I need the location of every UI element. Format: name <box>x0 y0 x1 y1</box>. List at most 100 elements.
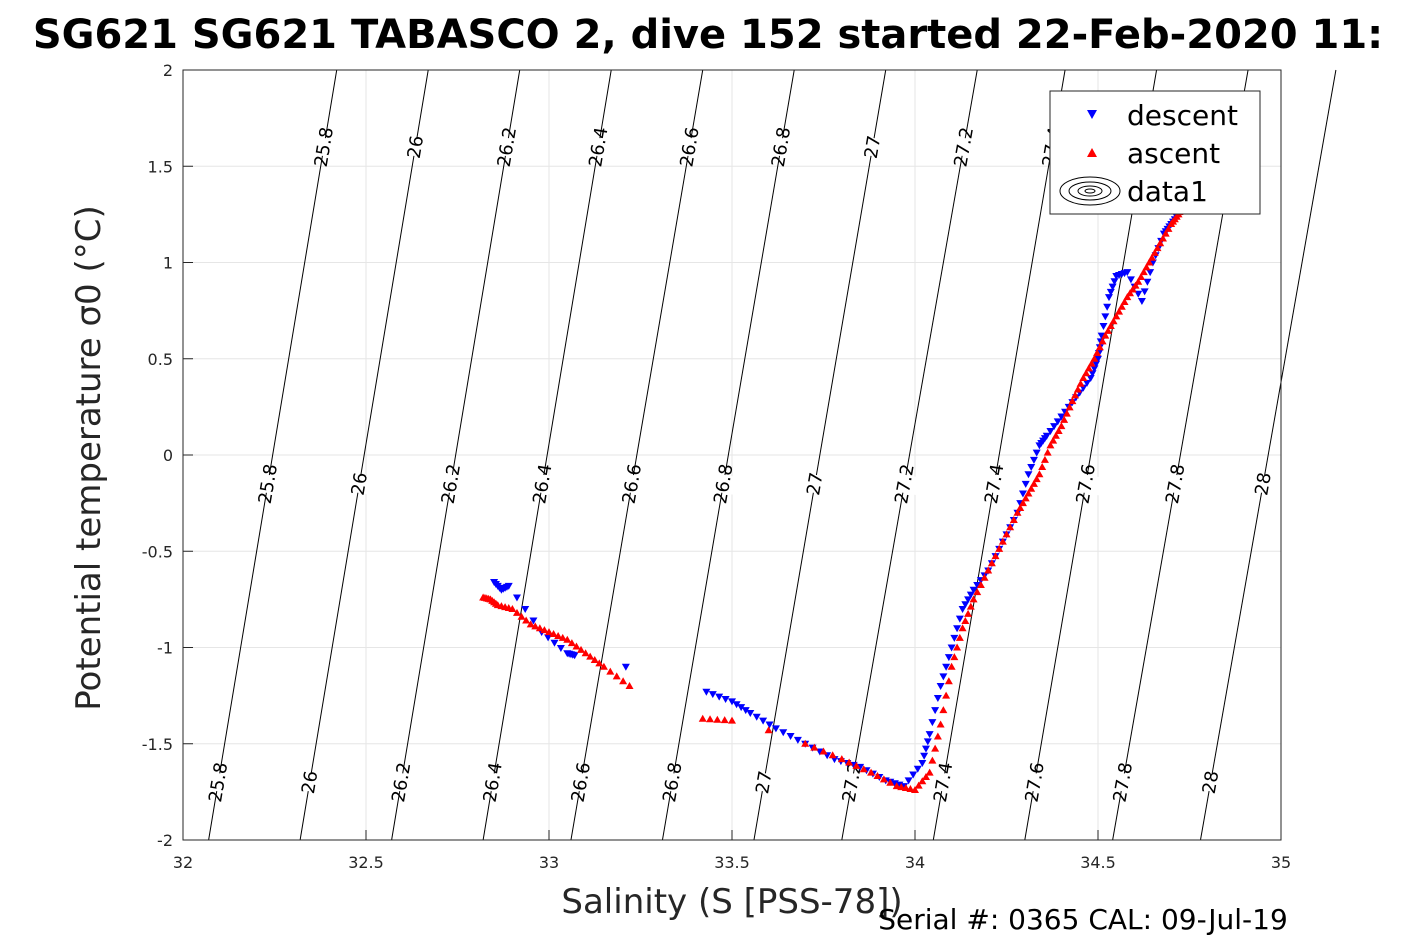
ascent-point <box>1090 354 1099 362</box>
ascent-point <box>1095 343 1104 351</box>
ascent-point <box>955 633 964 641</box>
ascent-point <box>1062 409 1071 417</box>
ascent-point <box>980 573 989 581</box>
descent-point <box>1024 471 1033 479</box>
ascent-point <box>526 620 535 628</box>
contour-label: 26.8 <box>768 126 795 169</box>
ascent-point <box>1029 479 1038 487</box>
contour-label: 27.2 <box>950 126 978 169</box>
ascent-point <box>1040 455 1049 463</box>
descent-point <box>958 606 967 613</box>
ascent-point <box>837 755 846 763</box>
descent-point <box>1108 283 1117 291</box>
ascent-point <box>991 552 1000 560</box>
descent-point <box>721 695 730 703</box>
descent-point <box>1029 456 1038 464</box>
ascent-point <box>1027 484 1036 492</box>
contour-label: 27 <box>861 134 886 160</box>
ascent-point <box>961 617 970 625</box>
descent-point <box>746 709 755 717</box>
descent-point <box>1094 355 1102 363</box>
descent-point <box>732 701 741 709</box>
contour-label: 26.2 <box>494 126 521 169</box>
ascent-point <box>1153 244 1162 252</box>
ascent-point <box>567 639 576 647</box>
ascent-point <box>558 633 567 641</box>
y-tick-label: -1 <box>157 639 173 658</box>
descent-point <box>942 663 951 671</box>
ascent-point <box>1084 364 1093 372</box>
contour-label-bg <box>791 471 839 497</box>
contour-label-bg <box>700 471 747 497</box>
ascent-point <box>1164 224 1173 232</box>
y-tick-label: -2 <box>157 831 173 850</box>
descent-point <box>920 752 929 760</box>
series-markers <box>479 200 1187 793</box>
contour-label-bg <box>740 769 788 795</box>
contour-label-bg <box>557 769 605 795</box>
ascent-point <box>1073 385 1082 393</box>
density-contour-line <box>753 69 887 841</box>
x-tick-label: 34 <box>905 853 925 872</box>
descent-point <box>752 713 761 721</box>
legend-ascent-label: ascent <box>1127 137 1220 170</box>
descent-point <box>973 581 982 589</box>
ascent-point <box>1109 317 1118 325</box>
ascent-point <box>995 544 1004 552</box>
ascent-point <box>1038 463 1047 471</box>
descent-point <box>921 745 930 753</box>
contour-label-bg <box>575 134 622 160</box>
ascent-point <box>531 622 540 630</box>
descent-point <box>741 707 750 715</box>
descent-point <box>944 654 953 662</box>
ascent-point <box>540 626 549 634</box>
ascent-point <box>810 743 819 751</box>
ascent-point <box>1142 263 1151 271</box>
contour-label-bg <box>1099 769 1147 795</box>
contour-label-bg <box>940 134 987 160</box>
ascent-point <box>1139 268 1148 276</box>
descent-point <box>771 725 780 733</box>
ascent-point <box>1112 312 1121 320</box>
contour-label-bg <box>336 471 383 497</box>
descent-point <box>933 695 942 703</box>
ascent-point <box>947 662 956 670</box>
contour-label: 27.8 <box>1162 462 1190 505</box>
contour-label: 25.8 <box>205 761 232 804</box>
ascent-point <box>1134 277 1143 285</box>
descent-point <box>1083 379 1092 387</box>
density-contour-line <box>482 69 612 841</box>
y-tick-label: -0.5 <box>142 542 173 561</box>
ascent-point <box>1024 489 1033 497</box>
ascent-point <box>1054 426 1063 434</box>
ascent-point <box>1098 337 1107 345</box>
ascent-point <box>1126 289 1135 297</box>
ascent-point <box>906 784 915 792</box>
ascent-point <box>998 537 1007 545</box>
descent-point <box>1103 303 1112 311</box>
ascent-point <box>892 782 901 790</box>
ascent-point <box>612 672 621 680</box>
contour-label-bg <box>849 134 896 160</box>
ascent-point <box>706 715 715 723</box>
ascent-point <box>1147 253 1156 261</box>
ascent-point <box>1101 331 1110 339</box>
ascent-point <box>1087 359 1096 367</box>
density-contour-line <box>391 69 521 841</box>
descent-point <box>1021 480 1030 488</box>
ascent-point <box>1032 475 1041 483</box>
contour-label: 27.6 <box>1021 761 1048 804</box>
contour-label-bg <box>919 769 967 795</box>
ascent-point <box>586 652 595 660</box>
ascent-point <box>845 758 854 766</box>
legend-descent-marker <box>1087 110 1097 119</box>
legend-box <box>1049 90 1261 215</box>
descent-point <box>1042 432 1051 440</box>
ascent-point <box>936 720 945 728</box>
ascent-point <box>933 732 942 740</box>
contour-label-bg <box>1062 471 1109 497</box>
contour-label-bg <box>828 769 876 795</box>
descent-point <box>928 719 937 727</box>
contour-label-bg <box>1011 769 1058 795</box>
descent-point <box>728 698 736 706</box>
